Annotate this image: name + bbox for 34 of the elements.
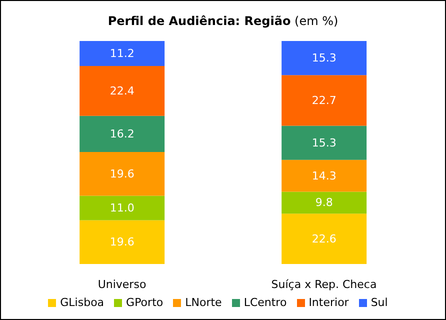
bar (282, 160, 367, 192)
bar (282, 41, 367, 76)
bar (282, 75, 367, 126)
data-label: 11.2 (110, 46, 134, 60)
chart-subtitle: (em %) (294, 14, 338, 28)
bar (80, 196, 165, 220)
data-label: 14.3 (312, 169, 336, 182)
bar (80, 66, 165, 116)
data-label: 9.8 (315, 196, 333, 210)
data-label: 15.3 (312, 52, 336, 65)
chart-title: Perfil de Audiência: Região (108, 14, 291, 28)
bar (80, 152, 165, 196)
data-label: 22.6 (312, 232, 336, 246)
legend-label: GPorto (126, 296, 164, 309)
data-label: 16.2 (110, 127, 134, 140)
data-label: 19.6 (110, 167, 134, 180)
bar (282, 214, 367, 264)
legend-label: GLisboa (60, 296, 104, 309)
legend-label: LCentro (244, 296, 287, 309)
data-label: 22.4 (110, 84, 134, 98)
bar (80, 41, 165, 66)
legend-label: Sul (370, 296, 388, 309)
data-label: 19.6 (110, 236, 134, 249)
data-label: 11.0 (110, 202, 134, 215)
bar (80, 116, 165, 152)
bar (80, 220, 165, 264)
legend-label: Interior (308, 296, 349, 309)
x-tick-label: Suíça x Rep. Checa (271, 278, 377, 291)
legend-label: LNorte (185, 296, 222, 309)
x-tick-label: Universo (98, 278, 146, 291)
bar (282, 192, 367, 214)
data-label: 15.3 (312, 136, 336, 150)
bar (282, 126, 367, 160)
data-label: 22.7 (312, 94, 336, 107)
